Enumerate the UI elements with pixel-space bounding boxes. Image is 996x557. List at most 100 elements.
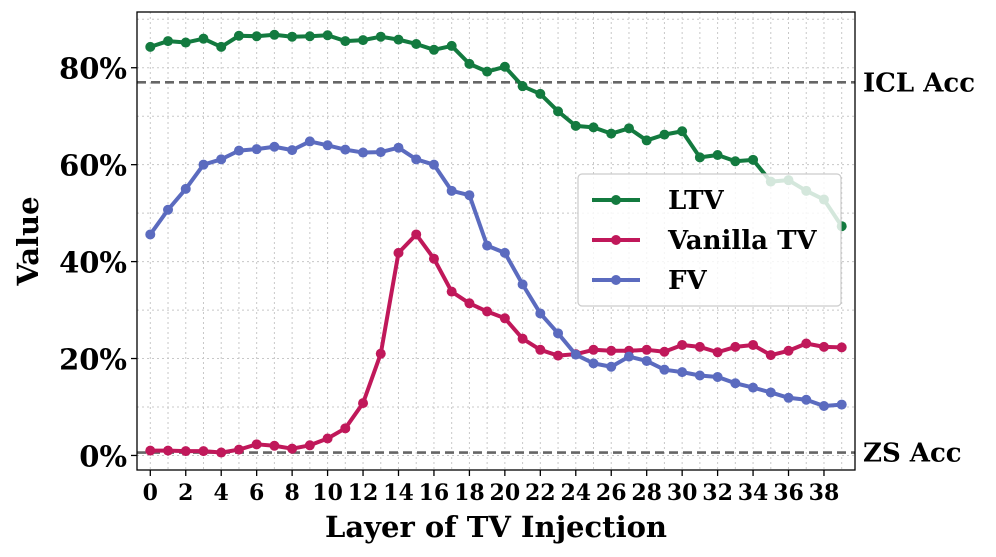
series-line [148,32,844,229]
data-point [216,154,227,165]
legend-items: LTV Vanilla TV FV [592,186,817,296]
data-point [659,346,670,357]
data-point [677,126,688,137]
data-point [588,358,599,369]
data-point [375,31,386,42]
data-point [428,253,439,264]
data-point [428,44,439,55]
legend-label: FV [668,266,707,296]
data-point [730,341,741,352]
data-point [269,29,280,40]
data-point [411,154,422,165]
series-line [148,232,844,455]
data-point [641,344,652,355]
x-tick-label: 12 [348,480,379,506]
series-line [148,139,844,409]
data-point [145,445,156,456]
data-point [570,120,581,131]
ticks: 0 2 4 6 8 10 12 14 16 18 20 22 24 26 28 30 32 34 36 380%20%… [59,52,839,506]
data-point [712,347,723,358]
data-point [659,364,670,375]
y-tick-label: 80% [59,52,127,86]
data-point [801,338,812,349]
data-point [606,128,617,139]
data-point [748,154,759,165]
data-point [517,333,528,344]
data-point [730,378,741,389]
data-point [340,423,351,434]
data-point [570,349,581,360]
reference-line-label: ZS Acc [863,439,962,469]
data-point [251,31,262,42]
x-tick-label: 16 [419,480,450,506]
data-point [393,247,404,258]
data-point [198,159,209,170]
data-point [659,129,670,140]
data-point [535,88,546,99]
data-point [535,344,546,355]
data-point [287,443,298,454]
data-point [517,279,528,290]
series-ltv [145,29,847,232]
data-point [694,370,705,381]
y-tick-label: 40% [59,246,127,280]
data-point [198,33,209,44]
x-tick-label: 36 [773,480,804,506]
data-point [464,58,475,69]
data-point [712,371,723,382]
data-point [482,240,493,251]
x-tick-label: 26 [596,480,627,506]
x-tick-label: 0 [143,480,158,506]
data-point [269,141,280,152]
data-point [163,204,174,215]
data-point [322,433,333,444]
data-point [428,159,439,170]
data-point [393,142,404,153]
data-point [801,394,812,405]
data-point [287,145,298,156]
data-point [304,136,315,147]
data-point [375,147,386,158]
y-tick-label: 20% [59,343,127,377]
data-point [623,123,634,134]
x-tick-label: 28 [631,480,662,506]
x-tick-label: 18 [454,480,485,506]
data-point [553,106,564,117]
data-point [517,81,528,92]
data-point [499,313,510,324]
data-point [606,345,617,356]
data-point [180,446,191,457]
legend-box [577,173,842,307]
x-tick-label: 22 [525,480,556,506]
data-point [730,156,741,167]
data-point [251,439,262,450]
data-point [783,345,794,356]
data-point [446,185,457,196]
legend-swatch-marker [611,275,621,285]
data-point [358,147,369,158]
data-point [765,387,776,398]
data-point [446,286,457,297]
data-point [322,30,333,41]
x-tick-label: 24 [560,480,591,506]
data-point [641,135,652,146]
data-point [499,247,510,258]
data-point [304,31,315,42]
x-tick-label: 30 [667,480,698,506]
data-point [163,36,174,47]
data-point [677,339,688,350]
data-point [180,183,191,194]
data-point [535,308,546,319]
data-point [748,339,759,350]
x-axis-label: Layer of TV Injection [325,510,667,544]
legend-label: Vanilla TV [667,226,817,256]
reference-labels: ICL Acc ZS Acc [863,68,975,468]
data-point [482,66,493,77]
data-point [145,41,156,52]
x-tick-label: 8 [284,480,299,506]
data-point [304,440,315,451]
data-point [340,144,351,155]
x-tick-label: 2 [178,480,193,506]
x-tick-label: 38 [809,480,840,506]
data-point [694,152,705,163]
